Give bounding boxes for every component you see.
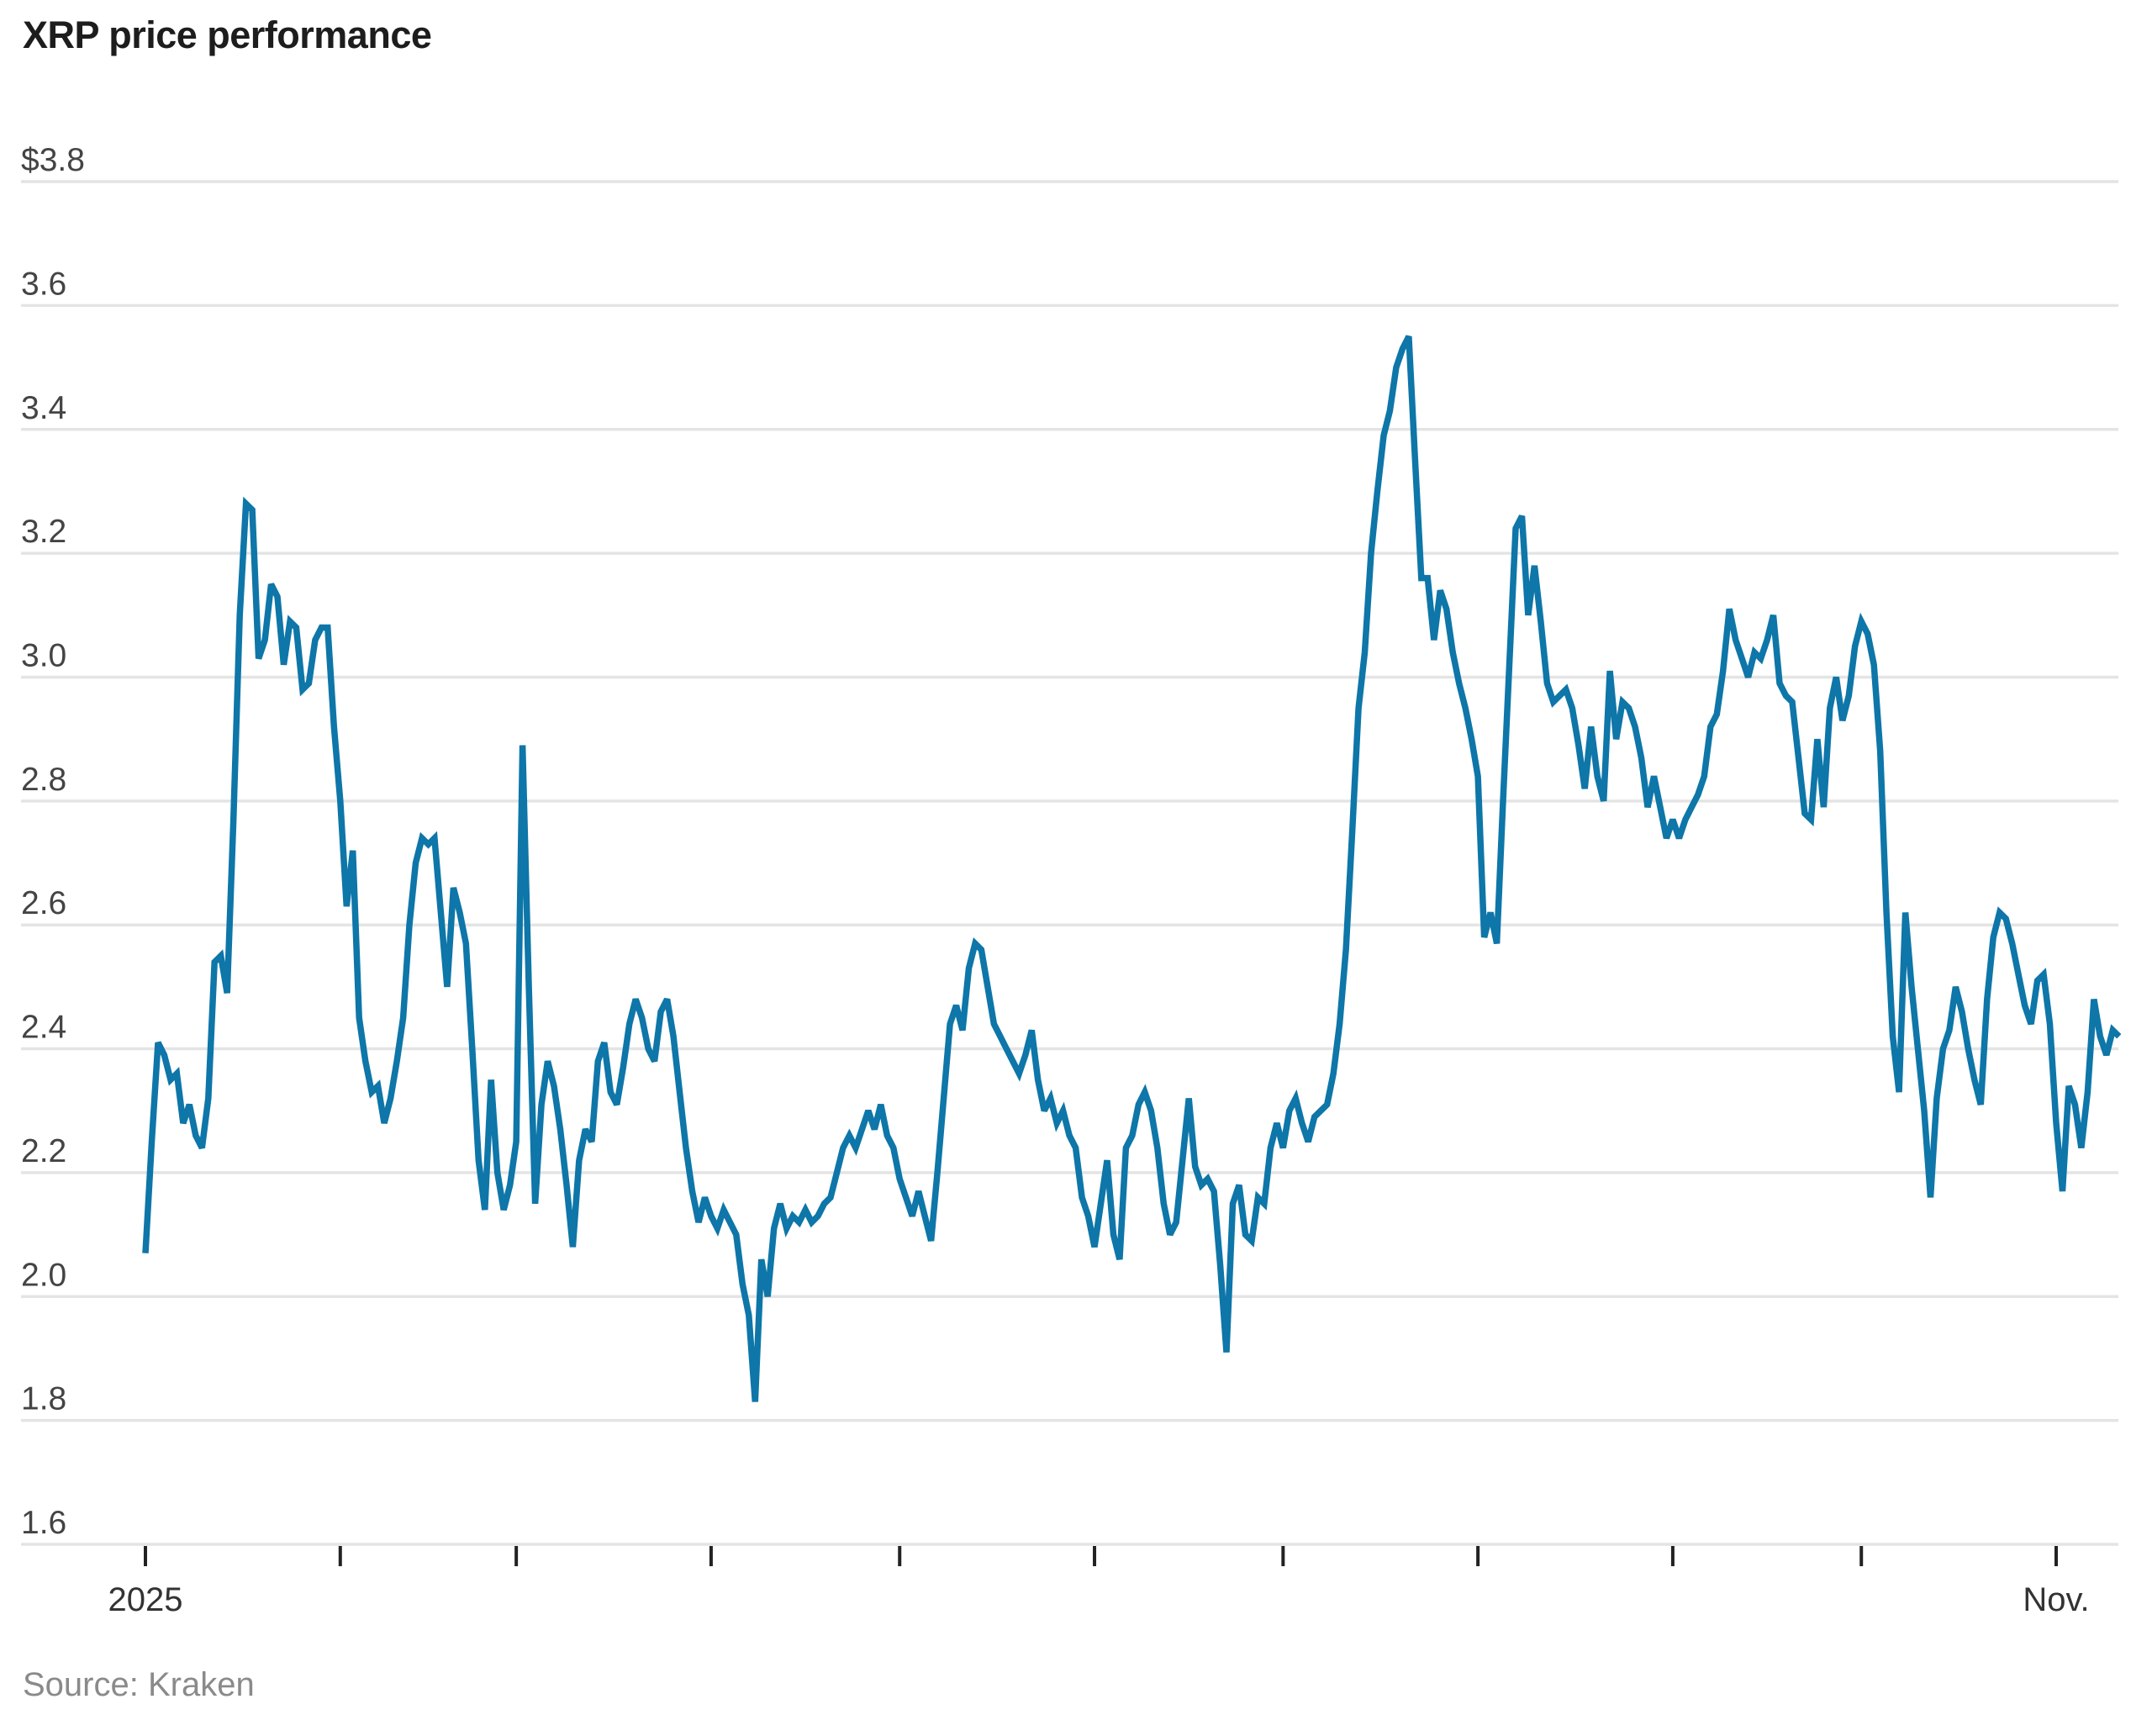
y-axis-label: 1.8 [21, 1381, 66, 1417]
y-axis-label: 3.2 [21, 514, 66, 550]
x-axis-label-end: Nov. [2023, 1581, 2089, 1618]
price-line [142, 335, 2122, 1402]
x-axis-ticks [144, 1546, 2059, 1566]
x-axis-labels: 2025 Nov. [108, 1581, 2090, 1618]
gridlines [21, 180, 2118, 1546]
y-axis-label: 2.8 [21, 762, 66, 798]
chart-title: XRP price performance [23, 13, 432, 56]
y-axis-label: 2.4 [21, 1010, 66, 1046]
y-axis-label: 2.0 [21, 1257, 66, 1293]
y-axis-label: 3.4 [21, 390, 66, 426]
source-note: Source: Kraken [23, 1666, 255, 1703]
x-axis-label-start: 2025 [108, 1581, 183, 1618]
y-axis-label: 3.6 [21, 266, 66, 302]
y-axis-label: 2.2 [21, 1133, 66, 1169]
y-axis-label: 2.6 [21, 885, 66, 921]
y-axis-label: $3.8 [21, 142, 85, 178]
y-axis-label: 1.6 [21, 1505, 66, 1541]
y-axis-label: 3.0 [21, 637, 66, 673]
y-axis-labels: $3.8 3.6 3.4 3.2 3.0 2.8 2.6 2.4 2.2 2.0 1.8 1.6 [21, 142, 85, 1541]
